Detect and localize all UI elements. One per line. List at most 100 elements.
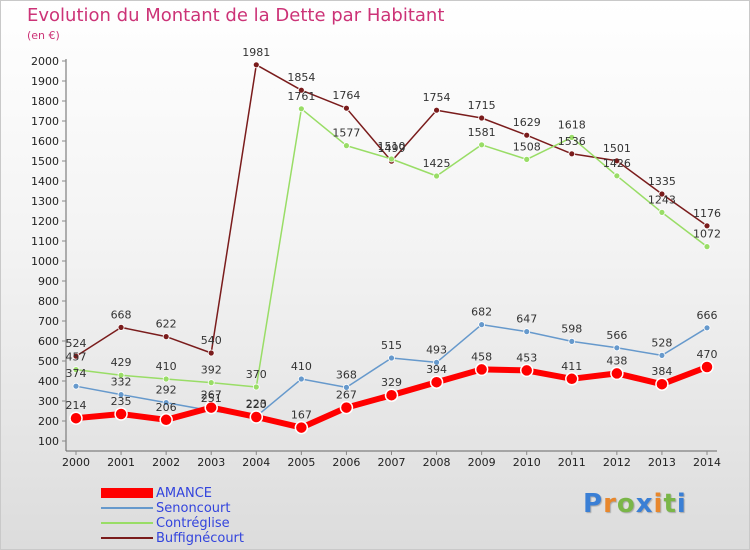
- data-point: [610, 366, 624, 381]
- y-tick-label: 600: [38, 335, 59, 348]
- data-point: [339, 400, 354, 415]
- data-label: 267: [336, 389, 357, 402]
- data-point: [343, 104, 350, 112]
- data-point: [655, 377, 669, 391]
- data-point: [613, 344, 621, 352]
- y-tick-label: 1100: [31, 235, 59, 248]
- data-point: [388, 155, 395, 163]
- data-label: 566: [606, 329, 627, 342]
- y-tick-label: 700: [38, 315, 59, 328]
- data-label: 206: [156, 401, 177, 414]
- data-label: 622: [156, 318, 177, 331]
- y-tick-label: 300: [38, 395, 59, 408]
- data-point: [478, 321, 486, 329]
- data-label: 1761: [287, 90, 315, 103]
- data-label: 493: [426, 343, 447, 356]
- legend-swatch: [101, 522, 153, 524]
- data-point: [343, 142, 350, 150]
- y-tick-label: 400: [38, 375, 59, 388]
- x-tick-label: 2000: [62, 456, 90, 469]
- legend-swatch: [101, 507, 153, 509]
- legend-swatch: [101, 488, 153, 498]
- y-tick-label: 2000: [31, 55, 59, 68]
- x-tick-label: 2008: [423, 456, 451, 469]
- data-label: 332: [111, 376, 132, 389]
- data-label: 410: [291, 360, 312, 373]
- x-tick-label: 2012: [603, 456, 631, 469]
- data-label: 528: [651, 336, 672, 349]
- data-point: [384, 388, 399, 402]
- data-label: 370: [246, 368, 267, 381]
- data-label: 438: [606, 354, 627, 367]
- x-tick-label: 2006: [332, 456, 360, 469]
- data-label: 682: [471, 306, 492, 319]
- data-label: 1536: [558, 135, 586, 148]
- data-point: [700, 360, 714, 374]
- legend-label: Buffignécourt: [156, 531, 244, 546]
- data-point: [72, 352, 80, 360]
- data-point: [204, 400, 218, 415]
- data-label: 515: [381, 339, 402, 352]
- data-point: [433, 172, 440, 180]
- data-point: [519, 363, 534, 378]
- data-point: [207, 379, 215, 387]
- data-label: 329: [381, 376, 402, 389]
- data-label: 453: [516, 351, 537, 364]
- data-point: [703, 324, 711, 332]
- data-point: [658, 190, 666, 198]
- y-tick-label: 1500: [31, 155, 59, 168]
- data-label: 457: [66, 351, 87, 364]
- data-point: [162, 399, 170, 407]
- data-point: [523, 155, 531, 163]
- legend-label: AMANCE: [156, 486, 213, 501]
- y-tick-label: 1200: [31, 215, 59, 228]
- data-point: [159, 413, 173, 427]
- data-point: [207, 349, 215, 357]
- legend-label: Contréglise: [156, 516, 230, 531]
- data-label: 374: [66, 367, 87, 380]
- data-point: [343, 383, 350, 391]
- data-point: [252, 61, 260, 69]
- data-label: 235: [111, 395, 132, 408]
- data-point: [252, 383, 260, 391]
- data-point: [433, 106, 440, 114]
- data-label: 1510: [378, 140, 406, 153]
- data-point: [703, 243, 711, 251]
- data-point: [565, 372, 579, 386]
- series-line: [75, 64, 708, 357]
- data-label: 292: [156, 384, 177, 397]
- data-label: 1764: [332, 89, 360, 102]
- data-label: 598: [561, 322, 582, 335]
- x-tick-label: 2011: [558, 456, 586, 469]
- y-tick-label: 1700: [31, 115, 59, 128]
- data-label: 470: [697, 348, 718, 361]
- x-tick-label: 2009: [468, 456, 496, 469]
- data-point: [658, 351, 666, 359]
- y-tick-label: 800: [38, 295, 59, 308]
- x-tick-label: 2007: [378, 456, 406, 469]
- data-label: 368: [336, 368, 357, 381]
- data-point: [249, 410, 264, 424]
- data-point: [114, 407, 128, 421]
- data-label: 1854: [287, 71, 315, 84]
- y-tick-label: 100: [38, 435, 59, 448]
- data-label: 392: [201, 364, 222, 377]
- data-label: 1176: [693, 207, 721, 220]
- data-point: [117, 371, 125, 379]
- data-label: 1426: [603, 157, 631, 170]
- data-label: 1981: [242, 46, 270, 59]
- data-label: 1629: [513, 116, 541, 129]
- data-label: 540: [201, 334, 222, 347]
- data-point: [429, 375, 444, 389]
- data-label: 458: [471, 350, 492, 363]
- x-tick-label: 2003: [197, 456, 225, 469]
- x-tick-label: 2005: [287, 456, 315, 469]
- chart-unit: (en €): [27, 29, 60, 42]
- data-label: 1577: [332, 127, 360, 140]
- y-tick-label: 1600: [31, 135, 59, 148]
- data-point: [613, 157, 621, 165]
- data-point: [294, 420, 309, 435]
- data-point: [613, 172, 621, 180]
- data-label: 394: [426, 363, 447, 376]
